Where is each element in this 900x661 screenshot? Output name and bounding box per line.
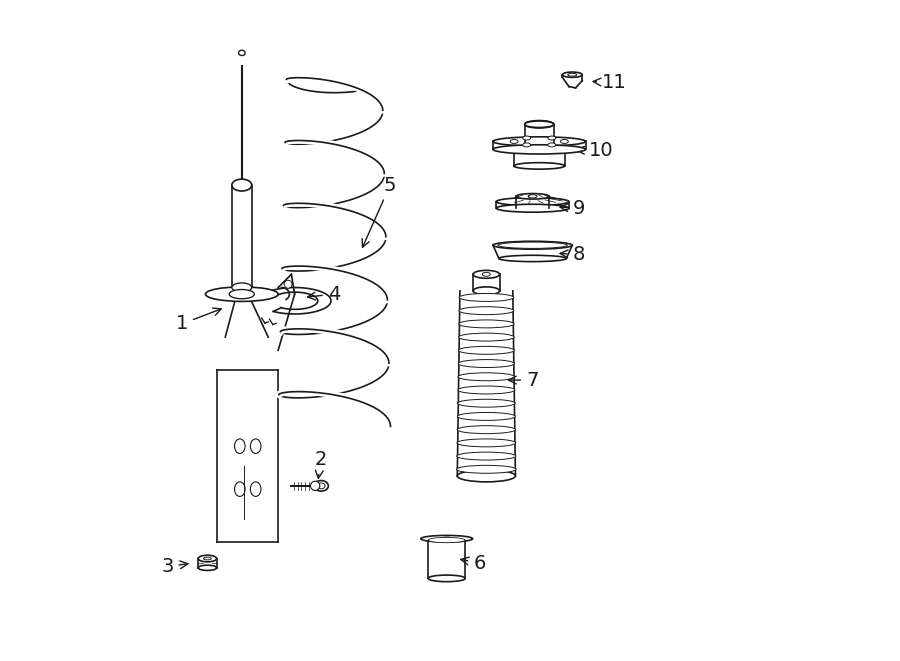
Ellipse shape [523,136,531,140]
Text: 4: 4 [308,285,340,303]
Ellipse shape [496,198,569,206]
Text: 3: 3 [161,557,188,576]
Ellipse shape [457,426,516,434]
Ellipse shape [198,565,217,570]
Ellipse shape [493,241,572,249]
Ellipse shape [250,439,261,453]
Ellipse shape [232,179,252,191]
Ellipse shape [457,399,515,407]
Ellipse shape [493,137,586,146]
Ellipse shape [473,270,500,278]
Ellipse shape [421,535,473,542]
Ellipse shape [198,555,217,562]
Ellipse shape [314,481,328,491]
Ellipse shape [510,139,518,143]
Ellipse shape [548,136,556,140]
Ellipse shape [493,145,586,154]
Ellipse shape [458,346,515,354]
Text: 6: 6 [461,554,485,572]
Ellipse shape [235,439,245,453]
Text: 8: 8 [560,245,585,264]
Ellipse shape [482,272,491,276]
Ellipse shape [456,465,516,473]
Text: 11: 11 [593,73,626,92]
Ellipse shape [458,386,515,394]
Ellipse shape [523,143,531,147]
Ellipse shape [457,439,516,447]
Ellipse shape [496,204,569,212]
Ellipse shape [232,283,252,292]
Ellipse shape [428,537,465,543]
Ellipse shape [205,287,278,301]
Ellipse shape [284,280,292,288]
Ellipse shape [441,537,452,541]
Ellipse shape [459,320,514,328]
Ellipse shape [457,470,516,482]
Ellipse shape [457,412,516,420]
Ellipse shape [561,139,568,143]
Ellipse shape [459,293,514,301]
Ellipse shape [528,195,537,198]
Text: 9: 9 [560,199,585,217]
Ellipse shape [498,242,567,249]
Ellipse shape [235,482,245,496]
Ellipse shape [514,163,564,169]
Ellipse shape [562,72,582,77]
Ellipse shape [238,50,245,56]
Ellipse shape [458,373,515,381]
Ellipse shape [499,255,566,262]
Ellipse shape [203,557,212,560]
Ellipse shape [548,143,556,147]
Ellipse shape [459,307,514,315]
Text: 1: 1 [176,308,221,333]
Ellipse shape [310,481,320,490]
Ellipse shape [473,287,500,295]
Ellipse shape [457,452,516,460]
Text: 2: 2 [314,450,327,478]
Text: 5: 5 [362,176,396,247]
Text: 10: 10 [577,141,614,160]
Ellipse shape [525,121,554,128]
Ellipse shape [458,333,514,341]
Ellipse shape [568,73,577,76]
Text: 7: 7 [508,371,538,389]
Ellipse shape [250,482,261,496]
Ellipse shape [525,120,554,128]
Ellipse shape [458,360,515,368]
Ellipse shape [517,194,549,199]
Ellipse shape [230,290,255,299]
Ellipse shape [428,575,465,582]
